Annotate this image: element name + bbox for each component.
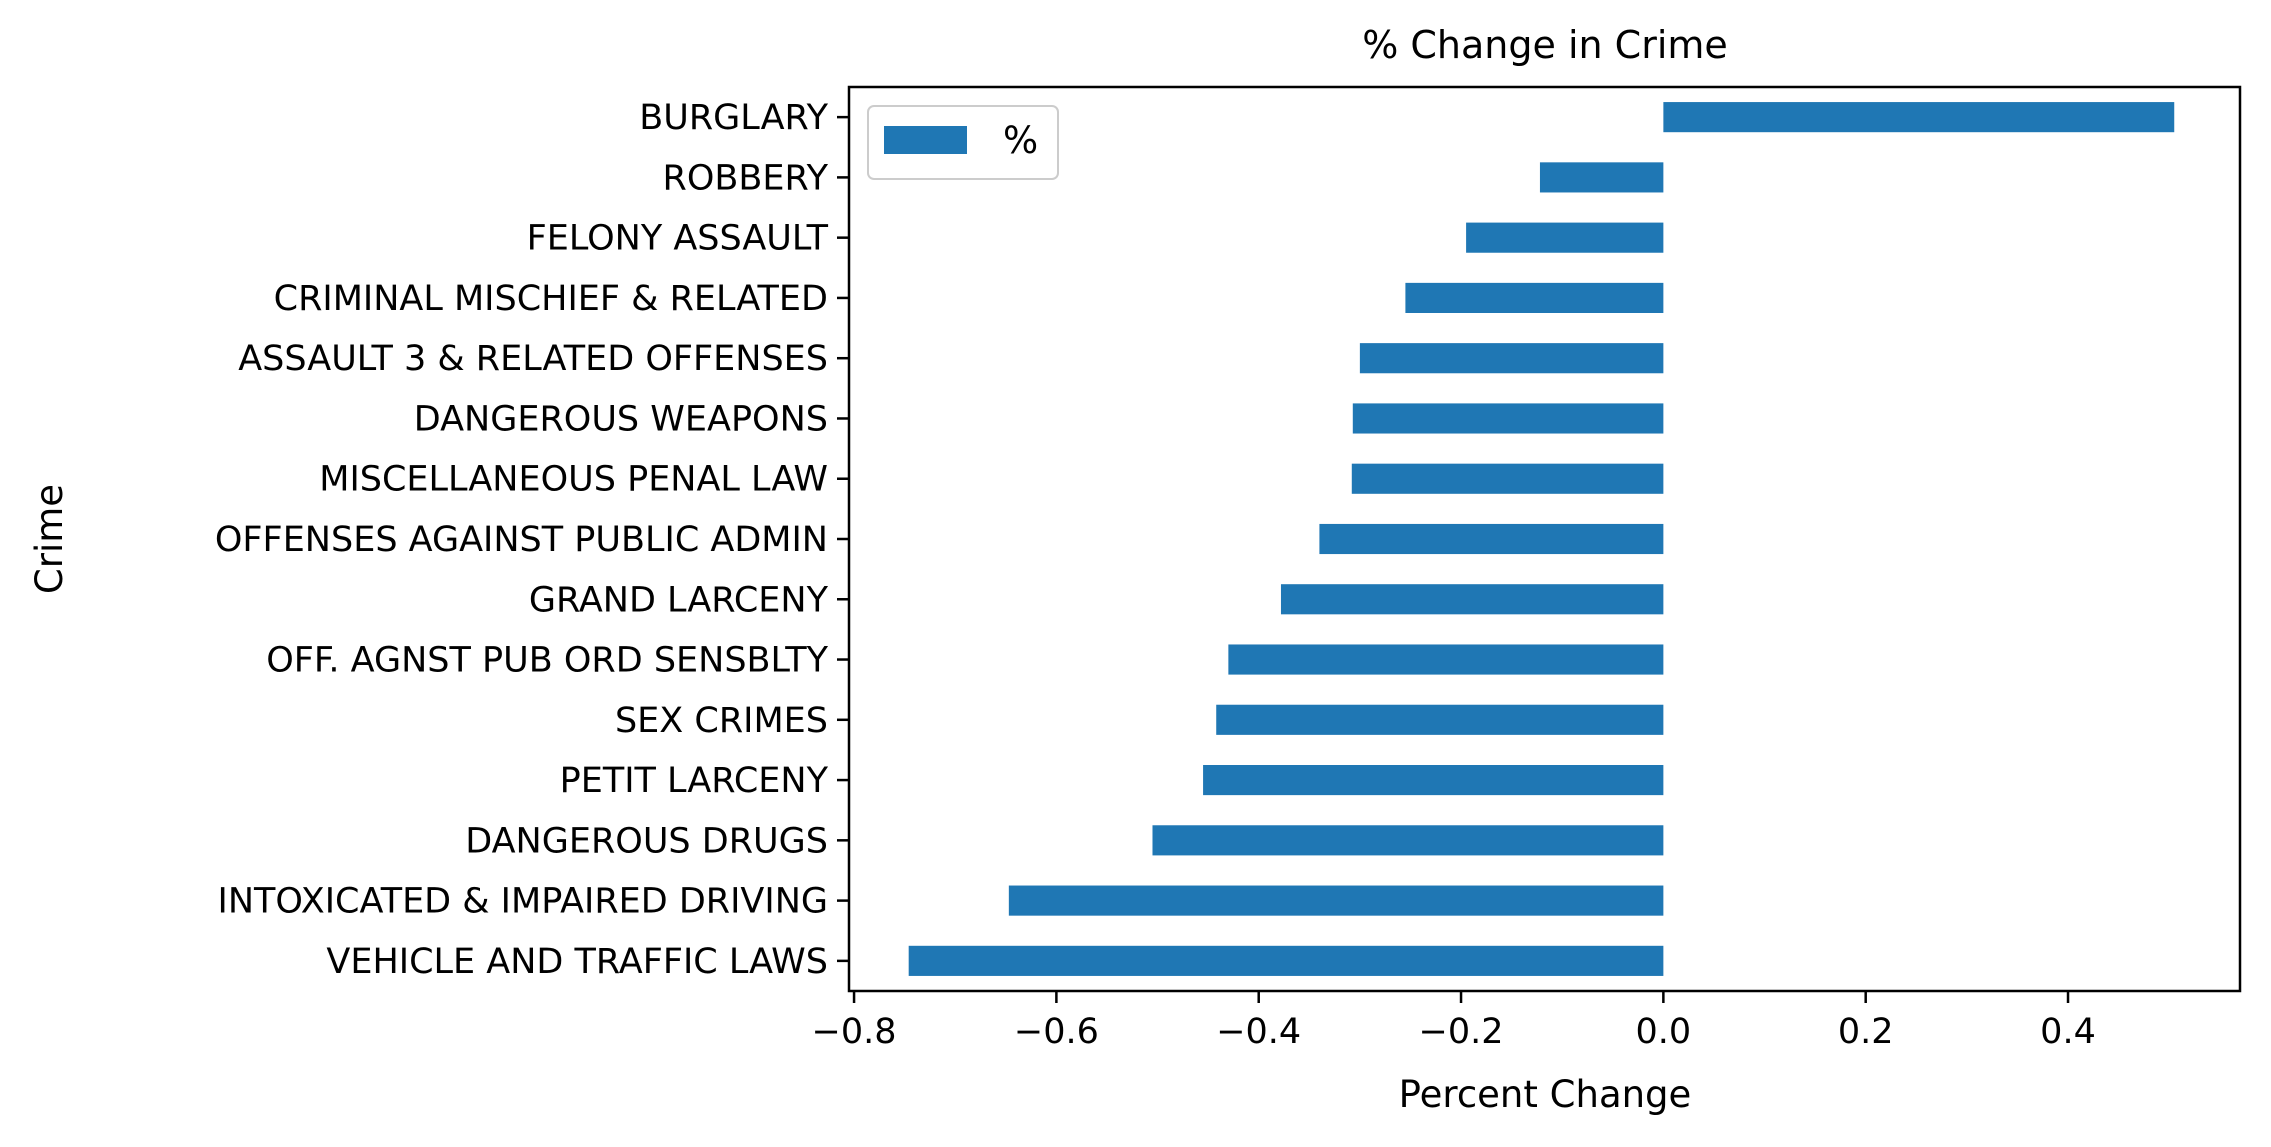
legend-label: % [1003,119,1038,162]
x-tick-label: 0.2 [1838,1012,1894,1052]
bar [1228,644,1664,675]
bar [1280,584,1664,615]
y-tick-label: OFFENSES AGAINST PUBLIC ADMIN [215,520,828,560]
bar [1359,343,1664,374]
y-tick-label: OFF. AGNST PUB ORD SENSBLTY [266,641,828,681]
legend-swatch [884,126,967,154]
y-tick-label: VEHICLE AND TRAFFIC LAWS [326,942,828,982]
y-axis-label: Crime [28,484,71,594]
y-tick-layer: BURGLARY ROBBERY FELONY ASSAULT CRIMINAL MI… [215,98,849,982]
bar [1319,523,1664,555]
bar [1352,403,1664,434]
chart-title: % Change in Crime [1362,23,1728,67]
y-tick-label: ASSAULT 3 & RELATED OFFENSES [238,339,828,379]
bar [1663,102,2175,133]
bar [1008,885,1664,916]
legend: % [867,105,1059,180]
y-tick-label: CRIMINAL MISCHIEF & RELATED [274,279,828,319]
x-tick-label: −0.8 [812,1012,897,1052]
bar [1351,463,1664,494]
y-tick-label: DANGEROUS DRUGS [465,821,828,861]
x-tick-label: −0.6 [1014,1012,1099,1052]
bar [1466,222,1664,253]
y-tick-label: DANGEROUS WEAPONS [414,399,828,439]
bar [1203,765,1664,796]
bar [1405,282,1664,313]
y-tick-label: PETIT LARCENY [560,761,829,801]
x-tick-label: 0.0 [1636,1012,1692,1052]
x-tick-label: −0.4 [1216,1012,1301,1052]
y-tick-label: FELONY ASSAULT [527,219,829,259]
bars-layer [908,102,2175,976]
y-tick-label: GRAND LARCENY [529,580,829,620]
x-axis-label: Percent Change [1399,1073,1692,1116]
y-tick-label: ROBBERY [663,158,829,198]
y-tick-label: BURGLARY [639,98,828,138]
x-tick-layer: −0.8 −0.6 −0.4 −0.2 0.0 0.2 0.4 [812,991,2096,1052]
x-tick-label: −0.2 [1419,1012,1504,1052]
bar [1152,825,1664,856]
y-tick-label: INTOXICATED & IMPAIRED DRIVING [218,882,828,922]
x-tick-label: 0.4 [2040,1012,2096,1052]
bar [1216,704,1664,735]
bar [908,945,1664,976]
y-tick-label: SEX CRIMES [615,701,828,741]
bar [1539,162,1664,193]
y-tick-label: MISCELLANEOUS PENAL LAW [319,460,828,500]
